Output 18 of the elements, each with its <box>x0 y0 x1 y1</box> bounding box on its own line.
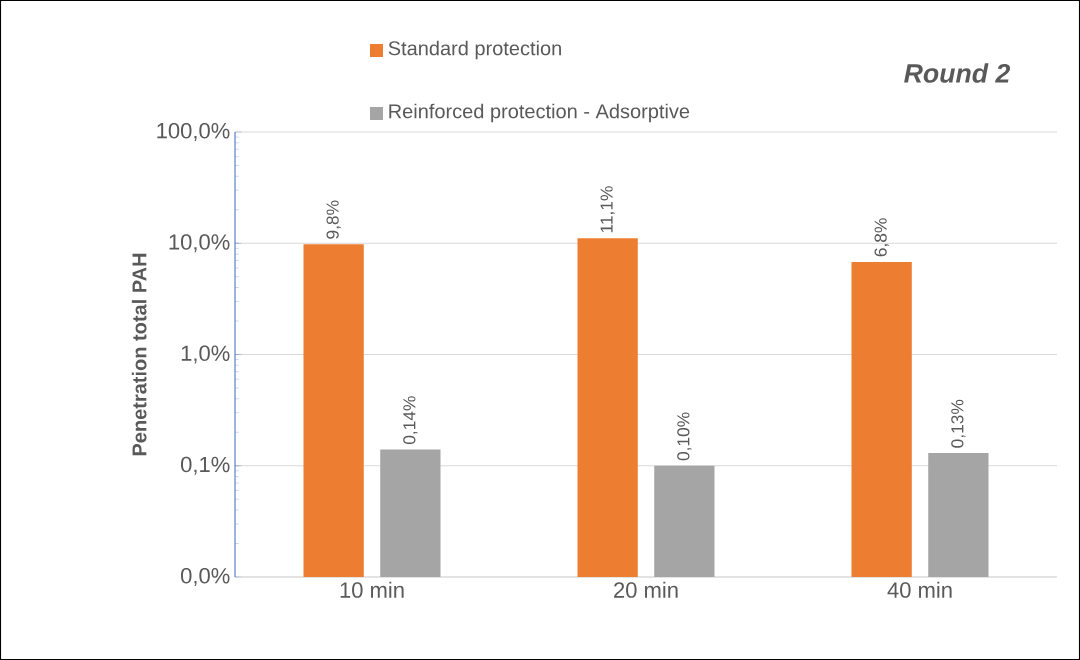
chart-title: Round 2 <box>904 63 1011 83</box>
data-label: 0,14% <box>403 396 418 445</box>
x-tick-label: 40 min <box>887 581 952 598</box>
data-label: 9,8% <box>326 200 341 239</box>
y-axis-title: Penetration total PAH <box>131 253 147 456</box>
data-label: 11,1% <box>600 186 615 233</box>
legend-label: Reinforced protection - Adsorptive <box>389 103 690 123</box>
y-tick-label: 10,0% <box>169 234 230 253</box>
data-label: 0,10% <box>677 412 692 461</box>
y-tick-label: 0,1% <box>181 456 230 475</box>
y-tick-label: 100,0% <box>157 122 230 142</box>
x-tick-label: 20 min <box>614 581 678 598</box>
data-label: 0,13% <box>951 399 966 448</box>
data-label: 6,8% <box>874 218 889 257</box>
y-tick-label: 1,0% <box>181 345 230 364</box>
legend-label: Standard protection <box>388 40 561 60</box>
y-tick-label: 0,0% <box>181 567 230 587</box>
x-tick-label: 10 min <box>340 581 404 598</box>
